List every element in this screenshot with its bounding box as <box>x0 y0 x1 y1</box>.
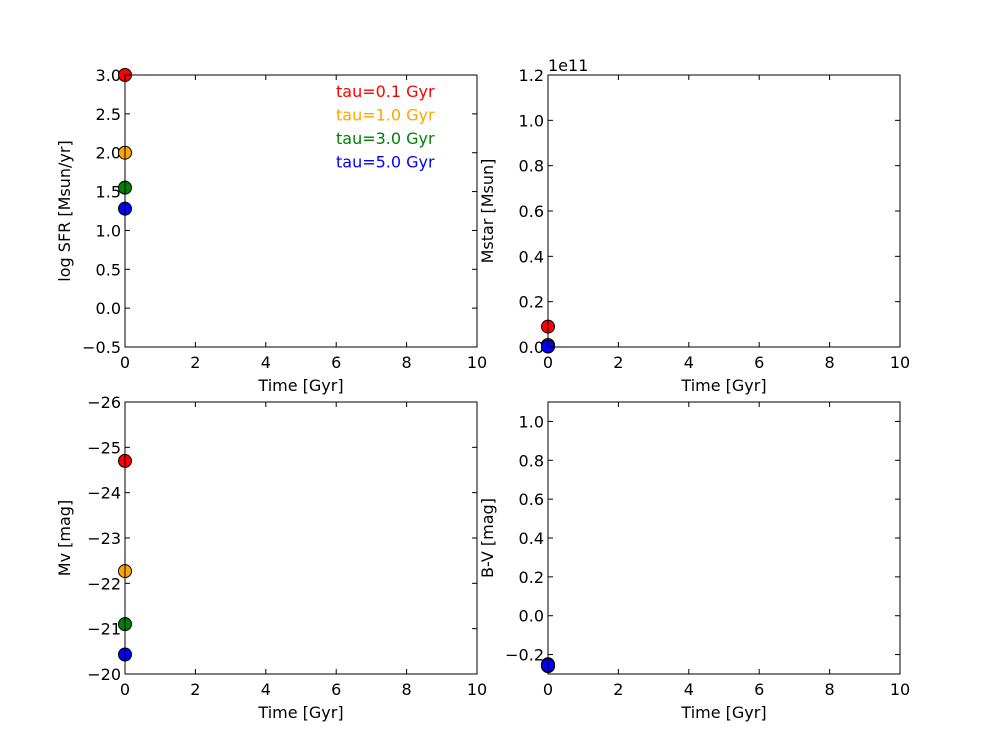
y-tick-label: 0.6 <box>519 202 544 221</box>
x-tick-label: 8 <box>402 680 412 699</box>
y-tick-label: −0.5 <box>82 338 121 357</box>
x-tick-label: 6 <box>754 680 764 699</box>
y-tick-label: 0.0 <box>519 338 544 357</box>
subplot-4: 0 2 4 6 8 10 −0.2 0.0 0.2 0.4 0.6 0.8 1.0 Time [Gyr] B… <box>478 401 910 722</box>
subplot-2: 0 2 4 6 8 10 0.0 0.2 0.4 0.6 0.8 1.0 1.2 Time [Gyr] Ms… <box>478 56 910 395</box>
x-tick-label: 10 <box>890 353 910 372</box>
y-tick-label: 3.0 <box>96 66 121 85</box>
x-tick-label: 2 <box>613 680 623 699</box>
y-tick-label: −24 <box>87 484 121 503</box>
y-tick-label: 1.2 <box>519 66 544 85</box>
x-tick-label: 4 <box>684 680 694 699</box>
y-tick-label: 0.0 <box>519 607 544 626</box>
x-tick-label: 6 <box>331 680 341 699</box>
x-tick-label: 0 <box>543 353 553 372</box>
axes-frame <box>124 401 478 675</box>
y-tick-label: 0.8 <box>519 157 544 176</box>
axes-frame <box>547 74 901 348</box>
x-tick-label: 8 <box>402 353 412 372</box>
y-axis-label: log SFR [Msun/yr] <box>55 140 74 281</box>
legend-entry: tau=1.0 Gyr <box>336 106 435 125</box>
x-tick-label: 0 <box>120 680 130 699</box>
y-tick-label: 0.6 <box>519 490 544 509</box>
x-tick-label: 8 <box>825 680 835 699</box>
y-tick-label: −20 <box>87 665 121 684</box>
x-tick-label: 4 <box>261 680 271 699</box>
x-tick-label: 10 <box>467 353 487 372</box>
y-tick-label: 1.0 <box>96 221 121 240</box>
y-tick-label: 0.5 <box>96 260 121 279</box>
x-tick-label: 2 <box>190 680 200 699</box>
y-tick-label: 0.0 <box>96 299 121 318</box>
y-tick-label: 0.4 <box>519 529 544 548</box>
x-tick-label: 4 <box>261 353 271 372</box>
x-tick-label: 4 <box>684 353 694 372</box>
x-tick-label: 0 <box>543 680 553 699</box>
x-axis-label: Time [Gyr] <box>680 703 766 722</box>
y-tick-label: 0.2 <box>519 568 544 587</box>
subplot-1: 0 2 4 6 8 10 −0.5 0.0 0.5 1.0 1.5 2.0 2.5 3.0 Time [Gy… <box>55 66 487 395</box>
legend-entry: tau=0.1 Gyr <box>336 82 435 101</box>
y-tick-label: −23 <box>87 529 121 548</box>
y-tick-label: 1.0 <box>519 111 544 130</box>
y-tick-label: 1.5 <box>96 183 121 202</box>
axes-frame <box>547 401 901 675</box>
y-tick-label: 1.0 <box>519 412 544 431</box>
y-tick-label: −21 <box>87 620 121 639</box>
x-tick-label: 2 <box>190 353 200 372</box>
offset-text: 1e11 <box>548 56 588 75</box>
x-axis-label: Time [Gyr] <box>257 703 343 722</box>
y-tick-label: −26 <box>87 393 121 412</box>
x-axis-label: Time [Gyr] <box>257 376 343 395</box>
x-tick-label: 6 <box>331 353 341 372</box>
x-tick-label: 2 <box>613 353 623 372</box>
y-tick-label: 0.4 <box>519 247 544 266</box>
y-axis-label: Mv [mag] <box>55 500 74 576</box>
x-tick-label: 0 <box>120 353 130 372</box>
y-tick-label: −22 <box>87 574 121 593</box>
x-tick-label: 10 <box>467 680 487 699</box>
x-tick-label: 8 <box>825 353 835 372</box>
y-tick-label: 0.8 <box>519 451 544 470</box>
y-tick-label: −0.2 <box>505 646 544 665</box>
subplot-3: 0 2 4 6 8 10 −20 −21 −22 −23 −24 −25 −26 Time [Gyr] Mv… <box>55 393 487 722</box>
x-axis-label: Time [Gyr] <box>680 376 766 395</box>
y-axis-label: Mstar [Msun] <box>478 159 497 264</box>
y-tick-label: −25 <box>87 438 121 457</box>
legend-entry: tau=3.0 Gyr <box>336 129 435 148</box>
axes-frame <box>124 74 478 348</box>
y-axis-label: B-V [mag] <box>478 498 497 578</box>
x-tick-label: 6 <box>754 353 764 372</box>
y-tick-label: 0.2 <box>519 293 544 312</box>
legend-entry: tau=5.0 Gyr <box>336 153 435 172</box>
x-tick-label: 10 <box>890 680 910 699</box>
y-tick-label: 2.0 <box>96 144 121 163</box>
y-tick-label: 2.5 <box>96 105 121 124</box>
